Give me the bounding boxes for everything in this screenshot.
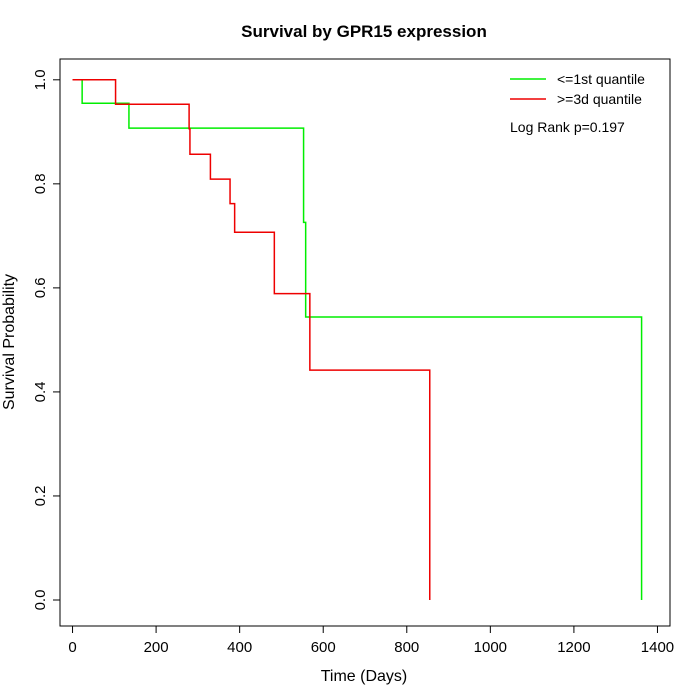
y-tick-label: 0.6: [32, 277, 49, 298]
survival-curve: [72, 79, 643, 600]
x-tick-label: 200: [144, 639, 169, 656]
y-axis-label: Survival Probability: [1, 274, 18, 410]
x-axis: 0 200 400 600 800 1000 1200 1400: [68, 625, 674, 656]
legend: <=1st quantile >=3d quantile: [510, 71, 645, 107]
y-tick-label: 1.0: [32, 69, 49, 90]
survival-curve: [72, 79, 431, 600]
series-layer: [72, 79, 643, 600]
chart-title: Survival by GPR15 expression: [241, 22, 487, 41]
y-tick-label: 0.0: [32, 590, 49, 611]
legend-label: >=3d quantile: [557, 91, 642, 107]
y-tick-label: 0.2: [32, 486, 49, 507]
plot-frame: [59, 58, 671, 627]
x-tick-label: 600: [311, 639, 336, 656]
x-axis-label: Time (Days): [321, 668, 408, 685]
x-tick-label: 400: [227, 639, 252, 656]
x-tick-label: 800: [394, 639, 419, 656]
y-axis: 0.0 0.2 0.4 0.6 0.8 1.0: [32, 69, 61, 611]
x-tick-label: 1200: [557, 639, 590, 656]
x-tick-label: 1400: [641, 639, 674, 656]
x-tick-label: 1000: [474, 639, 507, 656]
log-rank-annotation: Log Rank p=0.197: [510, 119, 625, 135]
y-tick-label: 0.4: [32, 381, 49, 402]
legend-label: <=1st quantile: [557, 71, 645, 87]
y-tick-label: 0.8: [32, 173, 49, 194]
x-tick-label: 0: [68, 639, 76, 656]
